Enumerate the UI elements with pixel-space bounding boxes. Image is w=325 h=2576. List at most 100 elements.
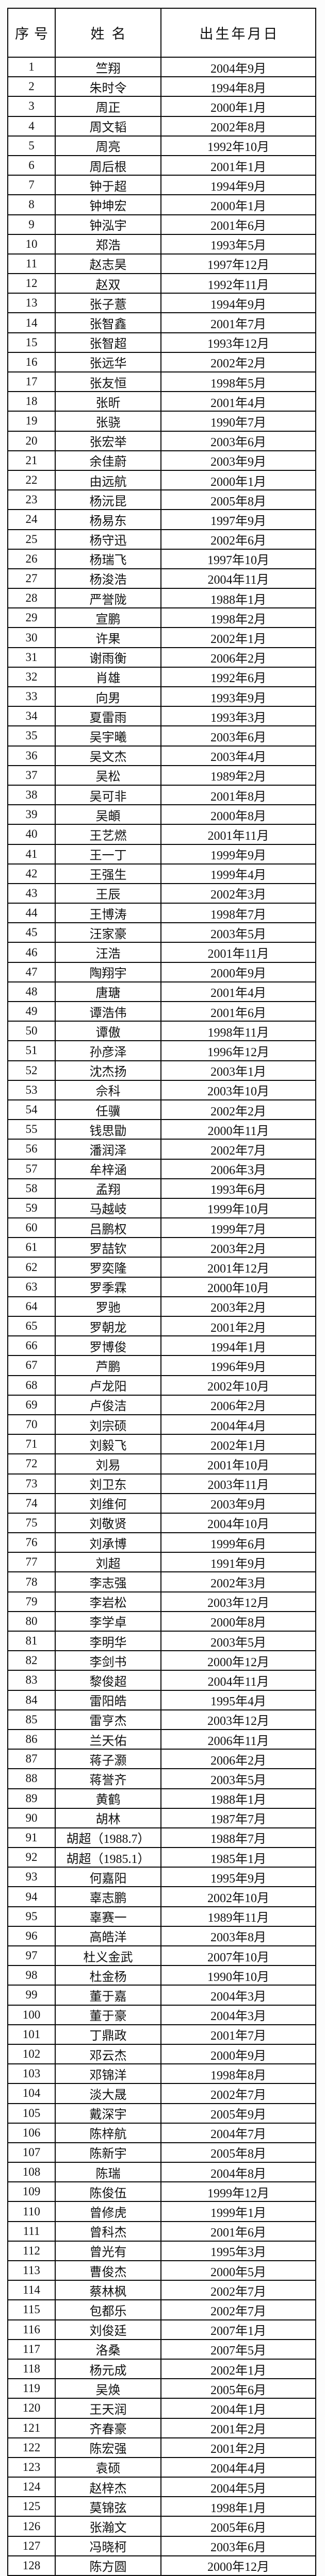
serial-number-cell: 4 xyxy=(7,115,56,137)
serial-number-cell: 40 xyxy=(7,824,56,845)
birthdate-cell: 2002年2月 xyxy=(160,1099,316,1121)
table-row: 126 张瀚文 2005年6月 xyxy=(7,2516,316,2537)
table-row: 80 李学卓 2000年8月 xyxy=(7,1611,316,1632)
serial-number-cell: 93 xyxy=(7,1867,56,1888)
name-cell: 朱时令 xyxy=(55,76,161,97)
birthdate-cell: 1999年4月 xyxy=(160,863,316,884)
table-row: 41 王一丁 1999年9月 xyxy=(7,843,316,865)
serial-number-cell: 78 xyxy=(7,1571,56,1592)
serial-number-cell: 86 xyxy=(7,1728,56,1750)
serial-number-cell: 56 xyxy=(7,1139,56,1160)
serial-number-cell: 89 xyxy=(7,1788,56,1809)
name-cell: 邓云杰 xyxy=(55,2043,161,2065)
name-cell: 潘润泽 xyxy=(55,1139,161,1160)
serial-number-cell: 29 xyxy=(7,607,56,629)
name-cell: 孙彦泽 xyxy=(55,1040,161,1061)
serial-number-cell: 114 xyxy=(7,2280,56,2301)
birthdate-cell: 1992年11月 xyxy=(160,273,316,294)
table-row: 93 何嘉阳 1995年9月 xyxy=(7,1867,316,1888)
table-row: 16 张远华 2002年2月 xyxy=(7,351,316,373)
birthdate-cell: 2000年8月 xyxy=(160,804,316,825)
birthdate-cell: 2004年9月 xyxy=(160,56,316,78)
birthdate-cell: 2003年2月 xyxy=(160,1296,316,1317)
name-cell: 余佳蔚 xyxy=(55,450,161,471)
table-row: 54 任骥 2002年2月 xyxy=(7,1099,316,1121)
serial-number-cell: 37 xyxy=(7,765,56,786)
birthdate-cell: 2002年7月 xyxy=(160,2083,316,2104)
name-cell: 何嘉阳 xyxy=(55,1867,161,1888)
name-cell: 王博涛 xyxy=(55,903,161,924)
serial-number-cell: 39 xyxy=(7,804,56,825)
table-row: 117 洛桑 2007年5月 xyxy=(7,2338,316,2360)
table-row: 33 向男 1993年9月 xyxy=(7,686,316,707)
table-row: 55 钱思勖 2000年11月 xyxy=(7,1119,316,1140)
name-cell: 周文韬 xyxy=(55,115,161,137)
serial-number-cell: 14 xyxy=(7,312,56,333)
birthdate-cell: 2002年1月 xyxy=(160,1434,316,1455)
name-cell: 由远航 xyxy=(55,469,161,491)
name-cell: 李学卓 xyxy=(55,1611,161,1632)
serial-number-cell: 38 xyxy=(7,784,56,806)
serial-number-cell: 13 xyxy=(7,293,56,314)
serial-number-cell: 95 xyxy=(7,1906,56,1927)
serial-number-cell: 22 xyxy=(7,469,56,491)
serial-number-cell: 50 xyxy=(7,1021,56,1042)
name-cell: 刘卫东 xyxy=(55,1473,161,1494)
serial-number-cell: 11 xyxy=(7,253,56,275)
name-cell: 陈瑞 xyxy=(55,2162,161,2183)
birthdate-cell: 2006年2月 xyxy=(160,647,316,668)
birthdate-cell: 2004年4月 xyxy=(160,2456,316,2478)
birthdate-cell: 2005年8月 xyxy=(160,489,316,511)
serial-number-cell: 75 xyxy=(7,1512,56,1534)
table-row: 121 齐春豪 2001年2月 xyxy=(7,2417,316,2438)
serial-number-cell: 7 xyxy=(7,175,56,196)
name-cell: 卢俊洁 xyxy=(55,1394,161,1415)
birthdate-cell: 2002年7月 xyxy=(160,1139,316,1160)
name-cell: 李明华 xyxy=(55,1630,161,1652)
table-row: 83 黎俊超 2004年11月 xyxy=(7,1670,316,1691)
table-row: 97 杜义金武 2007年10月 xyxy=(7,1945,316,1967)
serial-number-cell: 118 xyxy=(7,2358,56,2380)
table-row: 38 吴可非 2001年8月 xyxy=(7,784,316,806)
serial-number-cell: 127 xyxy=(7,2535,56,2556)
birthdate-cell: 2002年1月 xyxy=(160,2358,316,2380)
name-cell: 马越岐 xyxy=(55,1197,161,1219)
birthdate-cell: 2004年1月 xyxy=(160,2398,316,2419)
birthdate-cell: 1990年10月 xyxy=(160,1965,316,1986)
name-cell: 黎俊超 xyxy=(55,1670,161,1691)
birthdate-cell: 1988年7月 xyxy=(160,1827,316,1849)
table-row: 30 许果 2002年1月 xyxy=(7,627,316,648)
table-row: 109 陈俊伍 1999年12月 xyxy=(7,2181,316,2202)
table-row: 118 杨元成 2002年1月 xyxy=(7,2358,316,2380)
serial-number-cell: 123 xyxy=(7,2456,56,2478)
table-row: 1 竺翔 2004年9月 xyxy=(7,56,316,78)
table-row: 50 谭傲 1998年11月 xyxy=(7,1021,316,1042)
birthdate-cell: 1998年1月 xyxy=(160,2496,316,2517)
birthdate-cell: 1998年5月 xyxy=(160,371,316,393)
table-row: 35 吴宇曦 2003年6月 xyxy=(7,725,316,747)
table-row: 27 杨浚浩 2004年11月 xyxy=(7,568,316,589)
serial-number-cell: 5 xyxy=(7,135,56,156)
birthdate-cell: 2002年10月 xyxy=(160,1375,316,1396)
birthdate-cell: 2002年10月 xyxy=(160,1886,316,1907)
table-row: 81 李明华 2003年5月 xyxy=(7,1630,316,1652)
serial-number-cell: 36 xyxy=(7,745,56,766)
birthdate-cell: 2005年6月 xyxy=(160,2516,316,2537)
name-cell: 杨沅昆 xyxy=(55,489,161,511)
table-row: 119 吴焕 2005年6月 xyxy=(7,2378,316,2399)
serial-number-cell: 10 xyxy=(7,233,56,255)
serial-number-cell: 67 xyxy=(7,1355,56,1376)
name-cell: 张智超 xyxy=(55,332,161,353)
table-row: 5 周亮 1992年10月 xyxy=(7,135,316,156)
table-row: 95 辜赛一 1989年11月 xyxy=(7,1906,316,1927)
birthdate-cell: 1999年12月 xyxy=(160,2181,316,2202)
birthdate-cell: 1998年7月 xyxy=(160,903,316,924)
serial-number-cell: 8 xyxy=(7,194,56,215)
birthdate-cell: 1991年9月 xyxy=(160,1552,316,1573)
table-row: 104 淡大晟 2002年7月 xyxy=(7,2083,316,2104)
serial-number-cell: 71 xyxy=(7,1434,56,1455)
birthdate-cell: 2001年11月 xyxy=(160,942,316,963)
birthdate-cell: 2002年3月 xyxy=(160,1571,316,1592)
name-cell: 邓锦洋 xyxy=(55,2063,161,2084)
table-row: 86 兰天佑 2006年11月 xyxy=(7,1728,316,1750)
